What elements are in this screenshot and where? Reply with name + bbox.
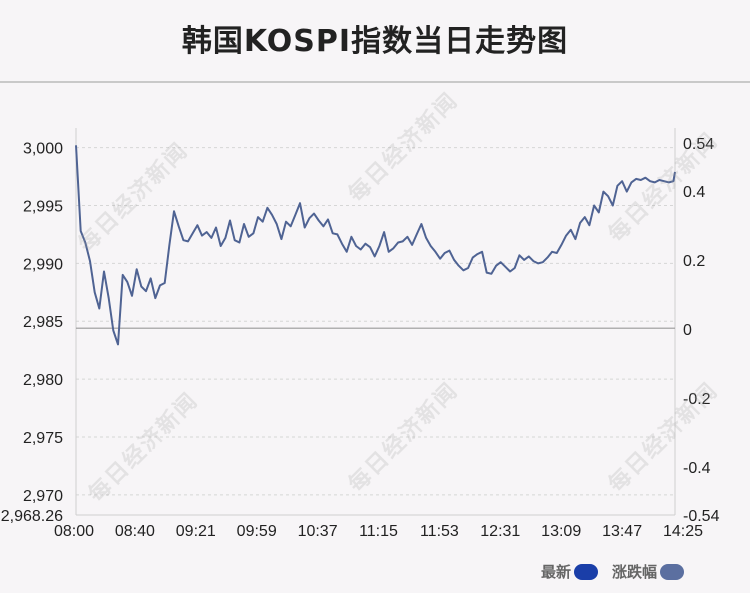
legend-label-latest: 最新 <box>540 563 571 581</box>
x-tick-label: 12:31 <box>480 523 520 540</box>
legend-item-latest[interactable]: 最新 <box>541 561 598 582</box>
y-right-tick-label: 0.4 <box>683 184 705 201</box>
y-right-tick-label: -0.4 <box>683 460 711 477</box>
y-left-tick-label: 2,990 <box>23 256 63 273</box>
title-divider <box>0 81 750 83</box>
x-tick-label: 09:59 <box>237 523 277 540</box>
x-tick-label: 08:00 <box>54 523 94 540</box>
y-right-tick-label: 0.54 <box>683 136 714 153</box>
y-right-tick-label: -0.2 <box>683 391 711 408</box>
x-tick-label: 11:15 <box>359 523 398 540</box>
x-tick-label: 13:47 <box>602 523 642 540</box>
y-left-tick-label: 2,975 <box>23 430 63 447</box>
legend-label-change-pct: 涨跌幅 <box>611 563 657 581</box>
x-tick-label: 09:21 <box>176 523 216 540</box>
y-left-tick-label: 2,968.26 <box>1 508 63 525</box>
y-left-tick-label: 2,995 <box>23 199 63 216</box>
series-line-latest <box>75 145 676 346</box>
legend-swatch-change-pct <box>660 563 684 580</box>
y-right-tick-label: 0.2 <box>683 253 705 270</box>
y-left-tick-label: 2,970 <box>23 488 63 505</box>
y-left-tick-label: 2,985 <box>23 314 63 331</box>
x-tick-label: 08:40 <box>115 523 155 540</box>
x-tick-label: 13:09 <box>541 523 581 540</box>
x-tick-label: 10:37 <box>298 523 338 540</box>
x-tick-label: 14:25 <box>663 523 703 540</box>
y-right-tick-label: -0.54 <box>683 508 720 525</box>
x-tick-label: 11:53 <box>420 523 459 540</box>
y-right-tick-label: 0 <box>683 322 692 339</box>
y-left-tick-label: 3,000 <box>23 141 63 158</box>
chart-title: 韩国KOSPI指数当日走势图 <box>181 24 569 59</box>
legend-swatch-latest <box>573 563 598 580</box>
chart-legend: 最新 涨跌幅 <box>527 561 684 582</box>
legend-item-change-pct[interactable]: 涨跌幅 <box>612 561 684 582</box>
y-left-tick-label: 2,980 <box>23 372 63 389</box>
